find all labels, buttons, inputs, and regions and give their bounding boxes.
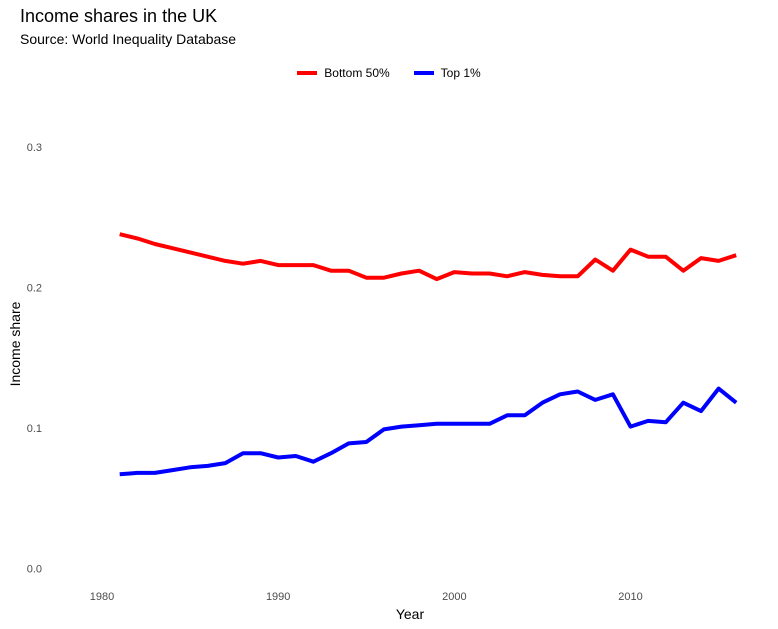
x-tick-label: 1980: [90, 591, 114, 603]
y-tick-label: 0.0: [27, 563, 42, 575]
legend-item-top-1: Top 1%: [413, 66, 481, 80]
legend-item-bottom-50: Bottom 50%: [297, 66, 390, 80]
series-line-bottom-50: [119, 232, 737, 282]
x-axis-title: Year: [396, 606, 425, 622]
series-line-top-1: [119, 386, 738, 477]
legend: Bottom 50% Top 1%: [0, 66, 778, 80]
y-axis-ticks: 0.0 0.1 0.2 0.3: [27, 142, 42, 575]
chart-title: Income shares in the UK: [20, 6, 218, 26]
y-tick-label: 0.2: [27, 283, 42, 295]
y-tick-label: 0.1: [27, 423, 42, 435]
x-axis-ticks: 1980 1990 2000 2010: [90, 591, 643, 603]
legend-key-top-1: [413, 71, 434, 75]
legend-label-bottom-50: Bottom 50%: [324, 66, 390, 80]
legend-key-bottom-50: [297, 71, 318, 75]
y-tick-label: 0.3: [27, 142, 42, 154]
x-tick-label: 2000: [442, 591, 466, 603]
x-tick-label: 2010: [618, 591, 642, 603]
y-axis-title: Income share: [7, 301, 23, 386]
x-tick-label: 1990: [266, 591, 290, 603]
chart-subtitle: Source: World Inequality Database: [20, 31, 237, 47]
series-lines: [119, 232, 738, 477]
legend-label-top-1: Top 1%: [440, 66, 481, 80]
